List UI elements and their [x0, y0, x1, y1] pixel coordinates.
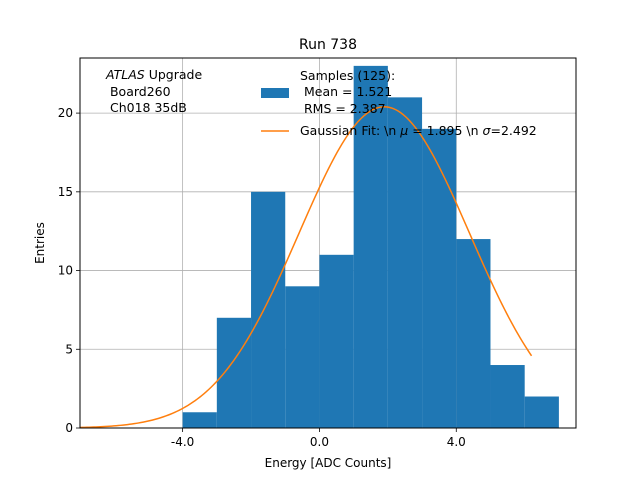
- atlas-upgrade-text: Upgrade: [145, 67, 203, 82]
- legend-fit-label: Gaussian Fit: \n μ = 1.895 \n σ=2.492: [300, 123, 537, 138]
- histogram-bar: [319, 254, 354, 428]
- histogram-bar: [490, 365, 525, 428]
- legend-fit-middle: = 1.895 \n: [408, 123, 482, 138]
- histogram-bar: [216, 317, 252, 428]
- board-label: Board260: [106, 84, 171, 99]
- y-tick-label: 10: [58, 264, 73, 278]
- atlas-label: ATLAS Upgrade: [105, 67, 202, 82]
- histogram-bar: [251, 191, 286, 428]
- y-tick-label: 20: [58, 106, 73, 120]
- histogram-bar: [524, 396, 559, 428]
- channel-label: Ch018 35dB: [106, 100, 187, 115]
- plot-frame: [79, 57, 577, 429]
- y-tick-label: 15: [58, 185, 73, 199]
- legend: Samples (125): Mean = 1.521 RMS = 2.387 …: [261, 68, 537, 138]
- y-tick-label: 5: [65, 342, 73, 356]
- legend-fit-mu: μ: [399, 123, 408, 138]
- legend-bar-swatch: [261, 88, 289, 98]
- legend-mean: Mean = 1.521: [300, 84, 392, 99]
- chart-title: Run 738: [299, 37, 357, 53]
- x-tick-label: 0.0: [310, 435, 329, 449]
- legend-fit-sigma: σ: [483, 123, 492, 138]
- fit-curve-layer: [79, 106, 533, 429]
- legend-rms: RMS = 2.387: [300, 101, 386, 116]
- histogram-bars: [182, 65, 559, 429]
- histogram-bar: [387, 97, 423, 429]
- legend-samples-title: Samples (125):: [300, 68, 395, 83]
- histogram-bar: [182, 412, 217, 428]
- legend-fit-prefix: Gaussian Fit: \n: [300, 123, 400, 138]
- y-axis-label: Entries: [33, 222, 47, 264]
- y-tick-label: 0: [65, 421, 73, 435]
- histogram-bar: [456, 239, 491, 428]
- x-axis-label: Energy [ADC Counts]: [265, 456, 392, 470]
- histogram-bar: [422, 128, 457, 428]
- x-tick-label: 4.0: [447, 435, 466, 449]
- gaussian-fit-curve: [79, 106, 533, 429]
- histogram-bar: [285, 286, 320, 428]
- x-tick-label: -4.0: [171, 435, 194, 449]
- atlas-label-text: ATLAS: [105, 67, 145, 82]
- axis-ticks: -4.0 0.0 4.0 0 5 10 15 20: [58, 106, 466, 449]
- histogram-bar: [353, 65, 388, 428]
- legend-fit-suffix: =2.492: [490, 123, 536, 138]
